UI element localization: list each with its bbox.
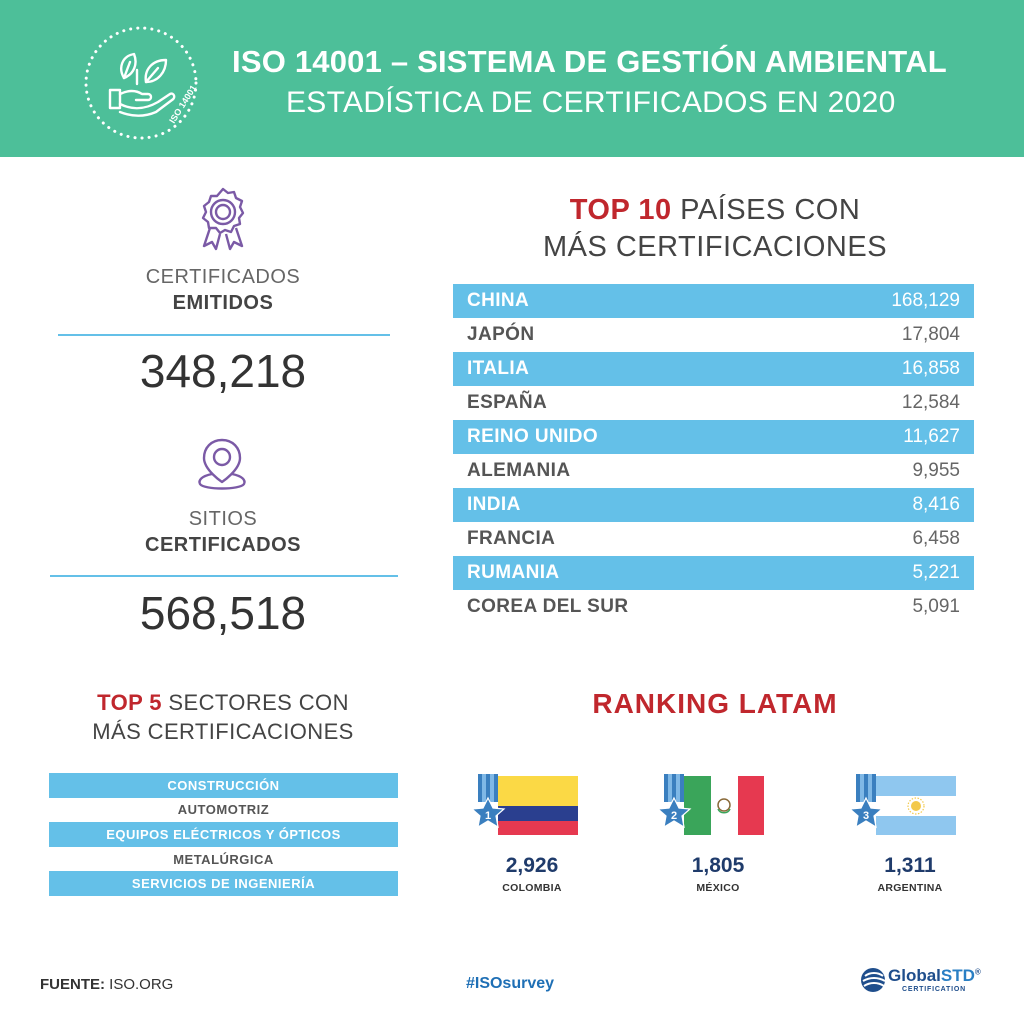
country-name: INDIA [467,494,521,515]
country-name: ALEMANIA [467,460,571,481]
country-value: 11,627 [903,426,960,447]
certificates-label: CERTIFICADOS [145,266,301,288]
sectors-title-accent: TOP 5 [97,690,162,715]
top10-title: TOP 10 PAÍSES CON MÁS CERTIFICACIONES [450,192,980,266]
sectors-title-line2: MÁS CERTIFICACIONES [92,719,354,744]
location-pin-icon [198,438,246,490]
globe-icon [861,968,886,992]
brand-mark: ® [974,967,981,977]
page-title: ISO 14001 – SISTEMA DE GESTIÓN AMBIENTAL [232,44,947,79]
country-value: 5,221 [912,562,960,583]
footer-source: FUENTE: ISO.ORG [40,976,173,993]
table-row: JAPÓN 17,804 [453,318,974,352]
medal-ribbon-icon [656,774,692,829]
ranking-title: RANKING LATAM [592,688,838,719]
country-value: 6,458 [912,528,960,549]
brand-name-a: Global [888,966,941,985]
top10-title-accent: TOP 10 [569,194,672,226]
sectors-list: CONSTRUCCIÓN AUTOMOTRIZ EQUIPOS ELÉCTRIC… [49,773,398,896]
ranking-item: 1,311 ARGENTINA [830,854,990,894]
page-subtitle: ESTADÍSTICA DE CERTIFICADOS EN 2020 [286,86,896,119]
table-row: ITALIA 16,858 [453,352,974,386]
country-name: REINO UNIDO [467,426,599,447]
country-value: 17,804 [901,324,960,345]
country-name: CHINA [467,290,530,311]
ranking-value: 1,805 [691,854,745,877]
ranking-country: COLOMBIA [502,882,562,894]
table-row: FRANCIA 6,458 [453,522,974,556]
top10-table: CHINA 168,129 JAPÓN 17,804 ITALIA 16,858 ES… [453,284,974,624]
table-row: REINO UNIDO 11,627 [453,420,974,454]
rank-number: 2 [671,810,677,822]
country-value: 12,584 [901,392,960,413]
colombia-flag: 1 [470,774,578,835]
table-row: INDIA 8,416 [453,488,974,522]
source-value: ISO.ORG [105,976,174,993]
certificates-label-bold: EMITIDOS [172,292,274,314]
country-name: RUMANIA [467,562,560,583]
country-value: 9,955 [912,460,960,481]
brand-logo: GlobalSTD® CERTIFICATION [860,966,1000,998]
country-value: 5,091 [912,596,960,617]
country-value: 16,858 [901,358,960,379]
sectors-title-rest: SECTORES CON [161,690,349,715]
table-row: COREA DEL SUR 5,091 [453,590,974,624]
table-row: CHINA 168,129 [453,284,974,318]
rank-number: 3 [863,810,869,822]
ranking-country: ARGENTINA [877,882,943,894]
ranking-item: 2,926 COLOMBIA [452,854,612,894]
table-row: RUMANIA 5,221 [453,556,974,590]
footer-hashtag[interactable]: #ISOsurvey [465,975,555,992]
top10-title-rest: PAÍSES CON [671,194,861,226]
sites-value: 568,518 [139,587,307,639]
ranking-country: MÉXICO [696,882,740,894]
sites-label: SITIOS [188,508,258,530]
award-ribbon-icon [201,187,245,251]
header-banner: ISO 14001 ISO 14001 – SISTEMA DE GESTIÓN… [0,0,1024,157]
ranking-item: 1,805 MÉXICO [638,854,798,894]
certificates-divider [58,334,390,336]
table-row: ESPAÑA 12,584 [453,386,974,420]
country-name: COREA DEL SUR [467,596,629,617]
source-label: FUENTE: [40,976,105,993]
brand-name: GlobalSTD® [888,966,981,986]
table-row: ALEMANIA 9,955 [453,454,974,488]
medal-ribbon-icon [470,774,506,829]
country-value: 168,129 [891,290,960,311]
sites-divider [50,575,398,577]
list-item: CONSTRUCCIÓN [49,773,398,798]
country-name: ITALIA [467,358,530,379]
country-name: FRANCIA [467,528,556,549]
sectors-title: TOP 5 SECTORES CON MÁS CERTIFICACIONES [48,688,398,746]
top10-title-line2: MÁS CERTIFICACIONES [542,231,888,263]
medal-ribbon-icon [848,774,884,829]
list-item: AUTOMOTRIZ [49,797,398,823]
list-item: SERVICIOS DE INGENIERÍA [49,871,398,896]
ranking-value: 1,311 [884,854,936,877]
mexico-flag: 2 [656,774,764,835]
certificates-value: 348,218 [139,345,307,397]
argentina-flag: 3 [848,774,956,835]
country-value: 8,416 [912,494,960,515]
country-name: JAPÓN [467,324,535,345]
country-name: ESPAÑA [467,392,548,413]
leaf-hand-icon [108,52,176,117]
list-item: METALÚRGICA [49,846,398,872]
logo-text: ISO 14001 [167,83,198,125]
list-item: EQUIPOS ELÉCTRICOS Y ÓPTICOS [49,822,398,847]
rank-number: 1 [485,810,491,822]
brand-subtitle: CERTIFICATION [902,986,966,993]
brand-name-b: STD [940,966,975,985]
iso-logo: ISO 14001 [84,26,198,140]
sites-label-bold: CERTIFICADOS [145,534,301,556]
ranking-value: 2,926 [505,854,559,877]
